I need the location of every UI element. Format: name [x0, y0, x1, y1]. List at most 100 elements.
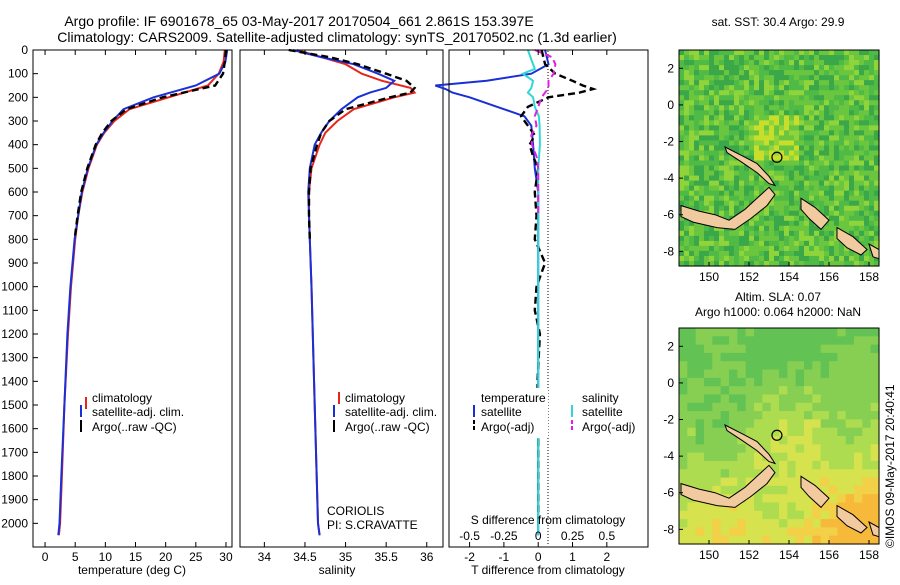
map-cell	[720, 519, 730, 528]
map-cell	[734, 145, 740, 152]
map-cell	[689, 65, 695, 71]
map-cell	[794, 155, 800, 162]
map-cell	[737, 444, 747, 454]
map-y-tick-label: 0	[667, 98, 674, 112]
map-cell	[779, 510, 788, 520]
map-cell	[719, 135, 725, 142]
map-cell	[812, 402, 822, 412]
map-cell	[844, 220, 850, 227]
map-cell	[809, 150, 815, 157]
map-cell	[824, 205, 830, 212]
map-cell	[839, 210, 845, 217]
map-cell	[819, 130, 825, 136]
map-cell	[874, 220, 880, 227]
difference-panel: -2 -1 0 1 2 -0.5 -0.25 0 0.25 0.5 S difference f…	[434, 49, 649, 577]
map-cell	[864, 70, 870, 76]
map-cell	[729, 110, 735, 116]
map-cell	[679, 402, 688, 412]
map-cell	[704, 225, 710, 232]
map-cell	[745, 369, 755, 379]
map-cell	[737, 527, 747, 537]
map-cell	[704, 502, 713, 512]
map-cell	[709, 125, 715, 131]
map-cell	[704, 155, 710, 162]
map-cell	[814, 100, 820, 106]
map-cell	[729, 230, 735, 237]
map-cell	[839, 75, 845, 81]
map-cell	[719, 180, 725, 187]
map-cell	[784, 80, 790, 86]
map-cell	[834, 135, 840, 142]
map-cell	[687, 419, 697, 429]
map-cell	[784, 190, 790, 197]
map-cell	[819, 145, 825, 152]
map-cell	[737, 510, 747, 520]
map-cell	[862, 519, 872, 528]
map-cell	[739, 125, 745, 131]
series-climatology	[57, 49, 226, 536]
map-cell	[864, 115, 870, 121]
map-cell	[795, 519, 805, 528]
map-cell	[734, 180, 740, 187]
map-cell	[839, 100, 845, 106]
map-cell	[749, 135, 755, 142]
map-cell	[704, 85, 710, 91]
map-cell	[845, 361, 855, 371]
map-cell	[739, 55, 745, 61]
map-cell	[789, 260, 795, 267]
map-cell	[824, 130, 830, 136]
map-cell	[714, 85, 720, 91]
map-cell	[799, 245, 805, 252]
map-cell	[844, 130, 850, 136]
map-cell	[834, 205, 840, 212]
map-cell	[849, 160, 855, 167]
map-cell	[729, 90, 735, 96]
map-cell	[704, 477, 713, 487]
map-cell	[864, 90, 870, 96]
map-cell	[764, 205, 770, 212]
map-cell	[824, 160, 830, 167]
map-cell	[729, 250, 735, 257]
map-cell	[679, 460, 688, 470]
map-cell	[734, 160, 740, 167]
map-cell	[744, 200, 750, 207]
map-cell	[689, 190, 695, 197]
map-cell	[714, 60, 720, 66]
map-cell	[854, 411, 863, 420]
map-cell	[839, 170, 845, 177]
map-cell	[714, 140, 720, 147]
map-cell	[724, 260, 730, 267]
map-cell	[812, 469, 822, 479]
map-cell	[687, 469, 697, 479]
map-cell	[769, 260, 775, 267]
map-cell	[729, 85, 735, 91]
map-cell	[704, 95, 710, 101]
map-cell	[844, 145, 850, 152]
map-cell	[744, 90, 750, 96]
map-cell	[737, 386, 747, 396]
x-tick-label: 20	[159, 550, 173, 564]
map-cell	[739, 230, 745, 237]
map-cell	[819, 170, 825, 177]
map-cell	[854, 180, 860, 187]
map-cell	[784, 140, 790, 147]
map-cell	[699, 245, 705, 252]
map-cell	[869, 150, 875, 157]
map-cell	[834, 200, 840, 207]
map-cell	[849, 65, 855, 71]
map-cell	[754, 120, 760, 126]
map-cell	[829, 510, 838, 520]
map-cell	[819, 150, 825, 157]
map-cell	[837, 485, 847, 495]
map-cell	[695, 386, 705, 396]
map-cell	[770, 444, 780, 454]
map-cell	[839, 120, 845, 126]
map-cell	[837, 352, 847, 362]
map-cell	[714, 165, 720, 172]
map-cell	[787, 369, 797, 379]
map-cell	[720, 361, 730, 371]
map-cell	[699, 95, 705, 101]
map-cell	[749, 90, 755, 96]
y-tick-label: 500	[8, 161, 28, 175]
map-cell	[699, 80, 705, 86]
